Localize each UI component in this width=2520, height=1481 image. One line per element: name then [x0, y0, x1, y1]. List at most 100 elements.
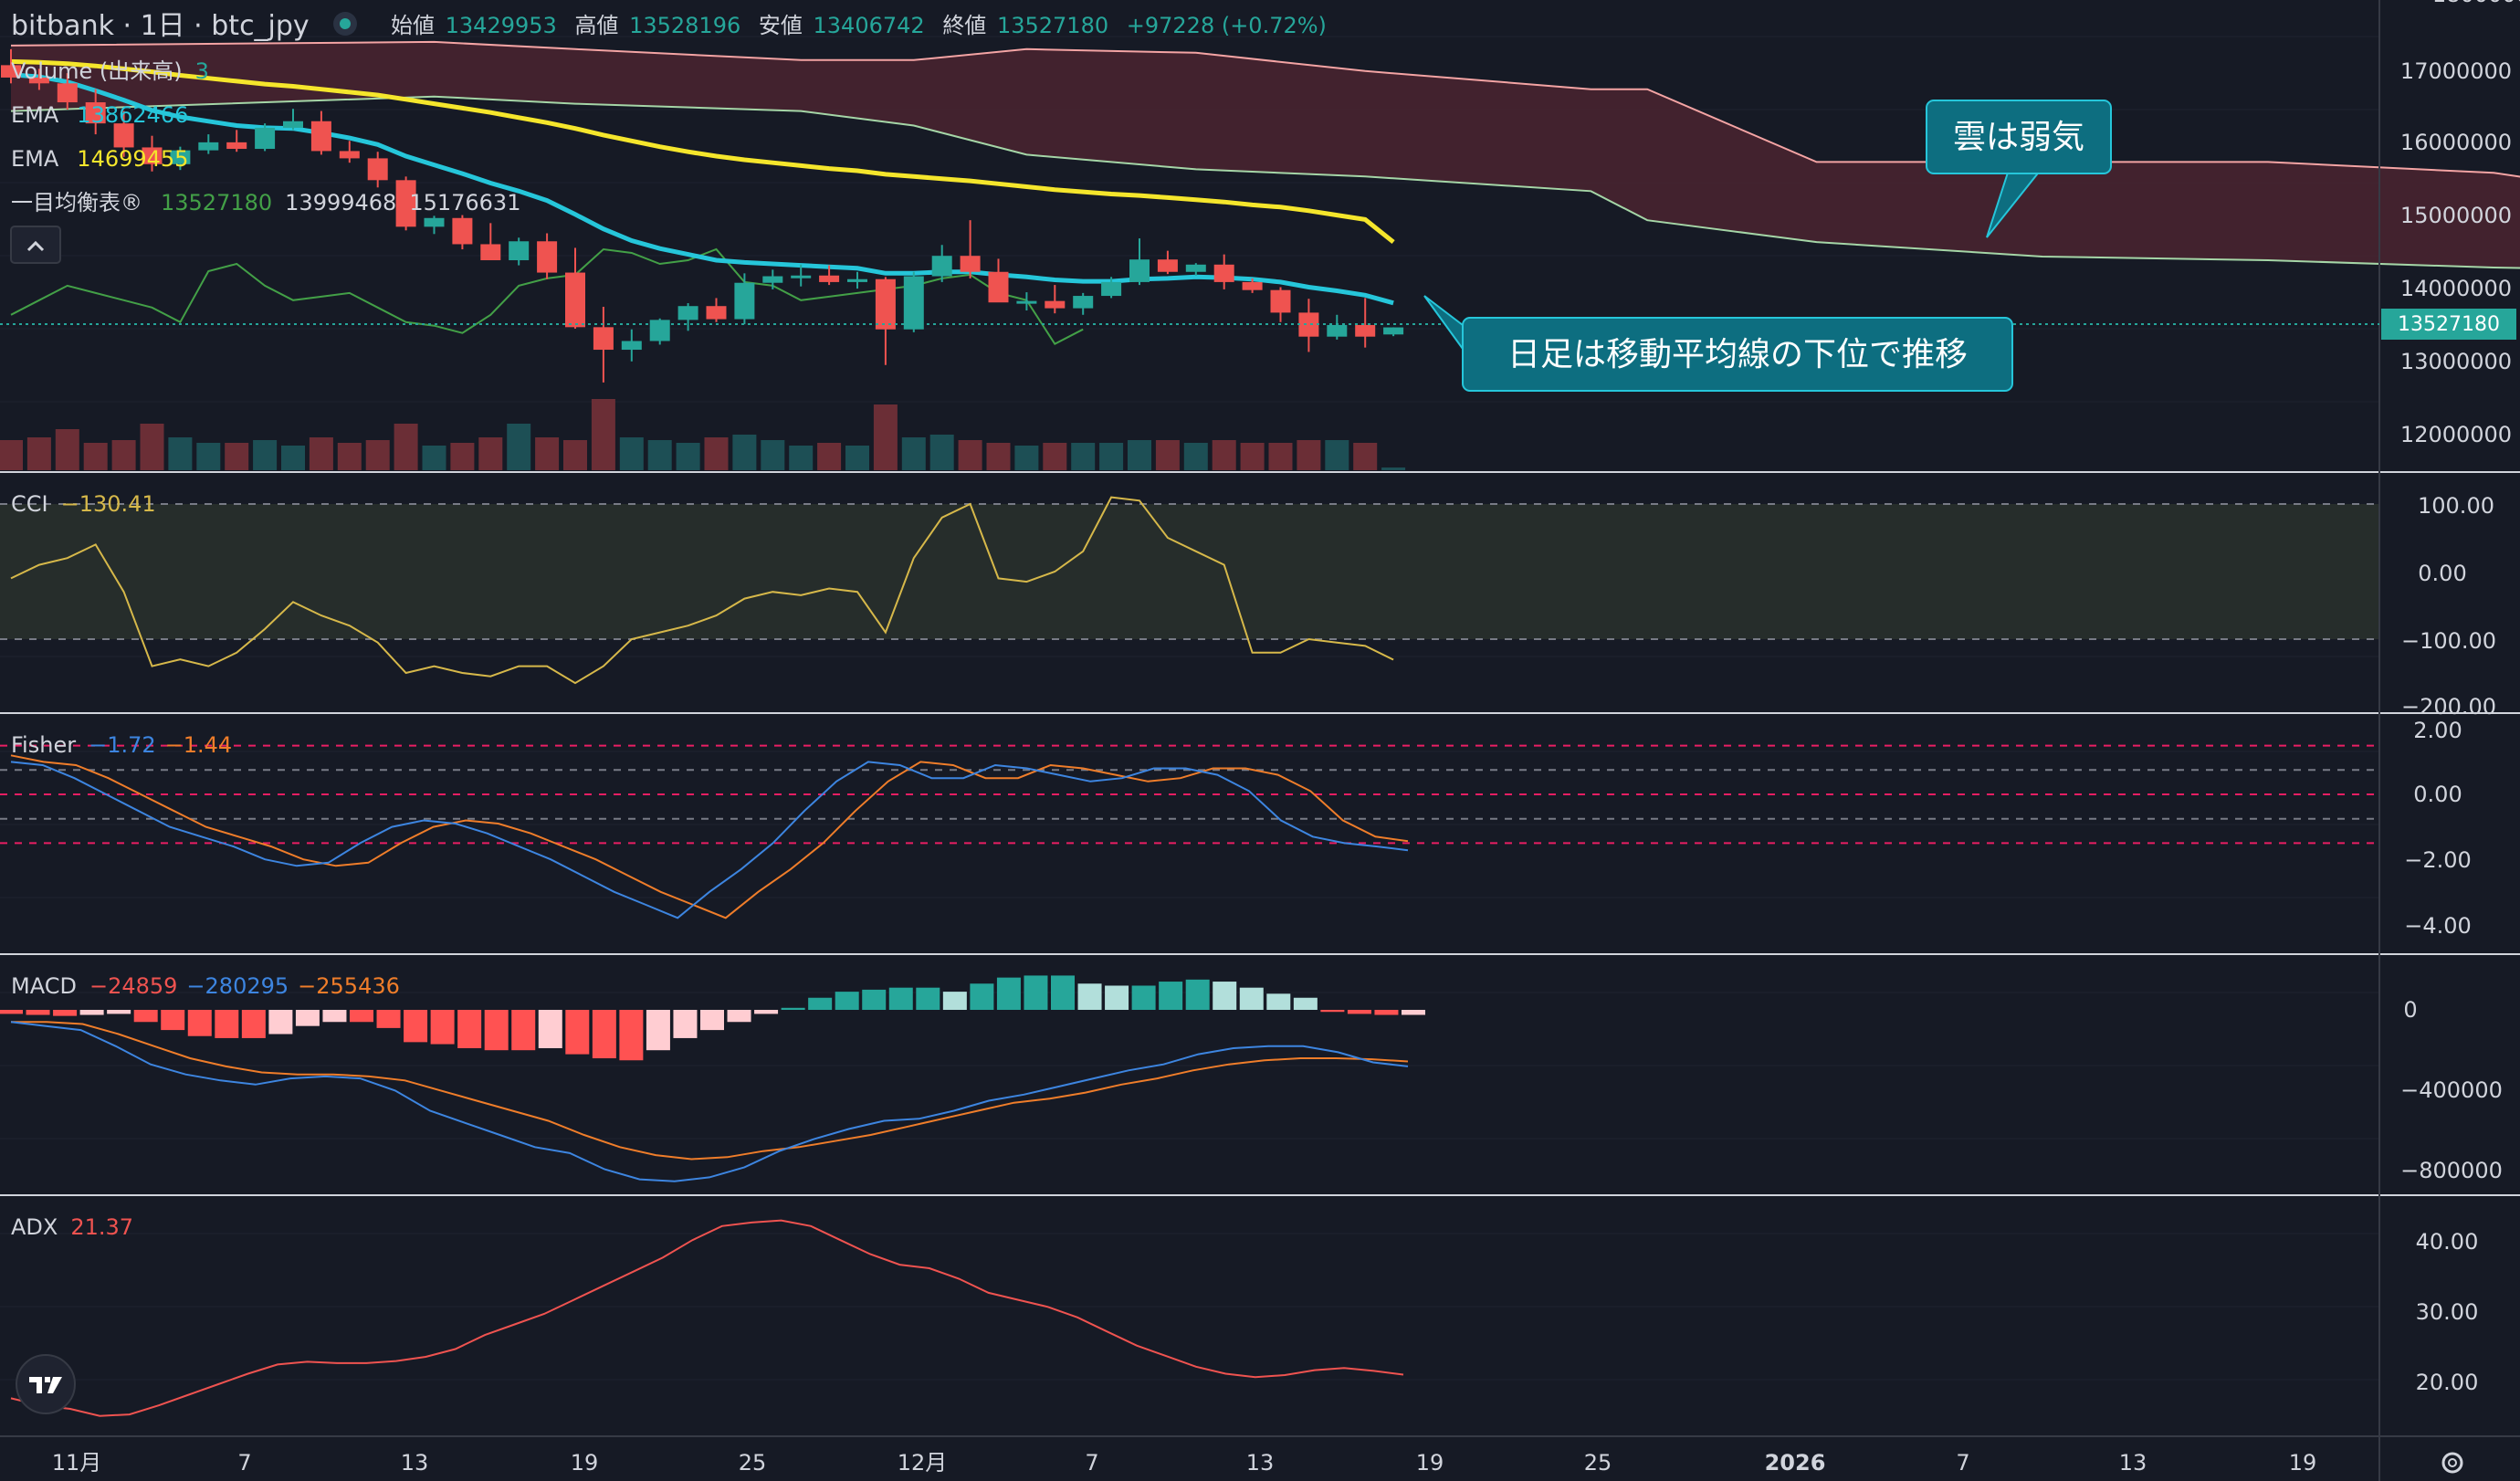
macd-histogram-bar — [26, 1010, 50, 1015]
cci-legend[interactable]: CCI −130.41 — [11, 491, 156, 517]
volume-bar — [0, 440, 23, 470]
fisher-legend[interactable]: Fisher −1.72 −1.44 — [11, 732, 232, 758]
cloud-area — [11, 41, 2520, 268]
candle-body — [113, 123, 134, 148]
macd-histogram-bar — [835, 992, 859, 1010]
ema-fast-legend[interactable]: EMA 13862466 — [11, 102, 188, 128]
macd-histogram-bar — [862, 989, 887, 1010]
fisher-legend-label: Fisher — [11, 732, 76, 758]
volume-bar — [619, 437, 644, 470]
macd-histogram-bar — [1024, 975, 1048, 1010]
close-label: 終値 — [942, 13, 986, 38]
candle-body — [1101, 281, 1122, 297]
candle-body — [142, 147, 163, 164]
macd-histogram-bar — [1402, 1010, 1425, 1015]
adx-axis[interactable]: 40.00 30.00 20.00 — [2416, 1229, 2479, 1395]
ema-slow-legend-label: EMA — [11, 146, 59, 172]
macd-histogram-bar — [1239, 987, 1264, 1010]
macd-histogram-bar — [1131, 985, 1156, 1010]
volume-bar — [535, 437, 560, 470]
fisher-line — [10, 761, 1409, 919]
volume-bar — [225, 443, 249, 470]
macd-histogram-bar — [942, 992, 967, 1010]
time-axis[interactable]: 11月 7 13 19 25 12月 7 13 19 25 2026 7 13 … — [52, 1450, 2317, 1476]
candle-body — [480, 244, 501, 261]
fisher-axis[interactable]: 2.00 0.00 −2.00 −4.00 — [2404, 718, 2472, 939]
volume-legend-label: Volume (出来高) — [11, 58, 183, 84]
low-label: 安値 — [759, 13, 803, 38]
candle-body — [509, 241, 530, 261]
symbol-title[interactable]: bitbank · 1日 · btc_jpy — [11, 10, 310, 42]
tradingview-logo-icon — [29, 1377, 62, 1393]
time-tick: 11月 — [52, 1450, 102, 1476]
candle-body — [255, 127, 276, 150]
volume-bar — [422, 446, 446, 470]
macd-histogram-bar — [916, 987, 940, 1010]
macd-histogram-bar — [1077, 983, 1102, 1010]
time-tick: 19 — [2289, 1450, 2317, 1476]
ichimoku-legend[interactable]: 一目均衡表® 13527180 13999468 15176631 — [11, 190, 520, 215]
current-price-label-bg — [2381, 309, 2516, 340]
pane-legends: CCI −130.41 Fisher −1.72 −1.44 MACD −24859 −2… — [11, 491, 400, 1240]
price-tick: 15000000 — [2400, 203, 2512, 228]
macd-histogram-bar — [996, 977, 1021, 1010]
adx-legend[interactable]: ADX 21.37 — [11, 1214, 133, 1240]
candle-body — [1355, 324, 1376, 337]
tradingview-logo-button[interactable] — [16, 1354, 76, 1414]
cloud-callout[interactable]: 雲は弱気 — [1926, 100, 2112, 238]
candle-body — [57, 83, 78, 103]
adx-pane — [10, 1219, 1404, 1417]
volume-bar — [140, 424, 164, 470]
macd-pane — [0, 975, 1425, 1182]
macd-histogram-bar — [295, 1010, 320, 1026]
change-value: +97228 (+0.72%) — [1127, 13, 1327, 38]
candle-body — [931, 256, 952, 277]
candlestick-series — [1, 48, 1404, 383]
ema-slow-legend[interactable]: EMA 14699455 — [11, 146, 188, 172]
ema-slow-line — [10, 58, 1395, 245]
candle-body — [424, 217, 445, 227]
fisher-pane — [0, 744, 2379, 919]
macd-histogram-bar — [1185, 979, 1210, 1010]
volume-bar — [958, 440, 982, 470]
macd-axis[interactable]: 0 −400000 −800000 — [2400, 997, 2503, 1183]
candle-body — [367, 158, 388, 181]
volume-bar — [168, 437, 193, 470]
adx-tick: 20.00 — [2416, 1370, 2479, 1395]
volume-bar — [1212, 440, 1236, 470]
macd-legend[interactable]: MACD −24859 −280295 −255436 — [11, 973, 400, 999]
ichimoku-cloud — [10, 40, 2520, 269]
candle-body — [85, 102, 106, 124]
macd-tick: 0 — [2403, 997, 2417, 1023]
candle-body — [960, 256, 981, 272]
volume-bar — [111, 440, 136, 470]
candle-body — [593, 327, 614, 351]
volume-legend[interactable]: Volume (出来高) 3 — [11, 58, 209, 84]
cci-legend-label: CCI — [11, 491, 48, 517]
cci-tick: −200.00 — [2401, 694, 2496, 719]
price-axis[interactable]: 18000000 17000000 16000000 15000000 1400… — [2400, 0, 2520, 447]
macd-histogram-bar — [107, 1010, 131, 1014]
ema-fast-line — [10, 72, 1394, 306]
ma-callout-box — [1462, 317, 2013, 392]
price-tick: 14000000 — [2400, 276, 2512, 301]
ichimoku-legend-value: 13999468 — [285, 190, 396, 215]
ma-callout-text: 日足は移動平均線の下位で推移 — [1507, 336, 1968, 373]
settings-gear-icon[interactable] — [2441, 1452, 2463, 1474]
macd-histogram-bar — [1347, 1010, 1371, 1014]
macd-histogram-bar — [1105, 985, 1129, 1010]
macd-histogram-bar — [1374, 1010, 1399, 1015]
volume-bar — [1381, 467, 1406, 470]
macd-histogram-bar — [888, 987, 913, 1010]
time-tick: 13 — [2119, 1450, 2147, 1476]
volume-bar — [196, 443, 221, 470]
volume-bar — [253, 440, 278, 470]
candle-body — [1157, 259, 1178, 272]
cci-axis[interactable]: 100.00 0.00 −100.00 −200.00 — [2401, 493, 2496, 719]
candle-body — [903, 276, 924, 330]
macd-line — [10, 1021, 1409, 1182]
volume-bar — [394, 424, 418, 470]
ma-callout[interactable]: 日足は移動平均線の下位で推移 — [1423, 295, 2013, 392]
candle-body — [1383, 327, 1404, 335]
